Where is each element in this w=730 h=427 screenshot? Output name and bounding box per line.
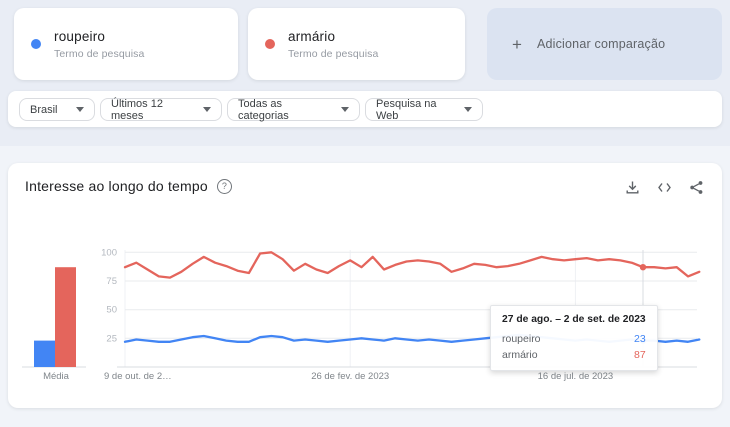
- svg-text:26 de fev. de 2023: 26 de fev. de 2023: [311, 371, 389, 382]
- share-icon[interactable]: [689, 180, 704, 195]
- term-type-label: Termo de pesquisa: [54, 47, 145, 60]
- tooltip-row-armario: armário 87: [502, 349, 646, 361]
- tooltip-series-value: 23: [633, 333, 646, 345]
- panel-title: Interesse ao longo do tempo: [25, 178, 208, 194]
- add-comparison-button[interactable]: + Adicionar comparação: [487, 8, 722, 80]
- series-color-dot-blue-icon: [31, 39, 41, 49]
- chevron-down-icon: [341, 107, 349, 112]
- filter-time-dropdown[interactable]: Últimos 12 meses: [100, 97, 222, 122]
- help-icon[interactable]: ?: [216, 178, 232, 194]
- term-label: roupeiro: [54, 28, 106, 44]
- tooltip-series-name: roupeiro: [502, 333, 541, 345]
- svg-text:16 de jul. de 2023: 16 de jul. de 2023: [538, 371, 614, 382]
- plus-icon: +: [512, 34, 522, 54]
- tooltip-row-roupeiro: roupeiro 23: [502, 333, 646, 345]
- chevron-down-icon: [76, 107, 84, 112]
- series-color-dot-red-icon: [265, 39, 275, 49]
- svg-text:50: 50: [106, 305, 117, 316]
- term-card-armario[interactable]: armário Termo de pesquisa: [248, 8, 465, 80]
- add-comparison-label: Adicionar comparação: [536, 37, 666, 51]
- chart-tooltip: 27 de ago. – 2 de set. de 2023 roupeiro …: [490, 305, 658, 371]
- filter-bar: Brasil Últimos 12 meses Todas as categor…: [8, 91, 722, 127]
- tooltip-series-name: armário: [502, 349, 538, 361]
- filter-search-type-label: Pesquisa na Web: [376, 97, 437, 122]
- chevron-down-icon: [203, 107, 211, 112]
- svg-text:25: 25: [106, 333, 117, 344]
- interest-over-time-panel: Interesse ao longo do tempo ? 25 50 75 100 M…: [8, 163, 722, 408]
- filter-geo-dropdown[interactable]: Brasil: [19, 98, 95, 121]
- embed-icon[interactable]: [657, 180, 672, 195]
- term-type-label: Termo de pesquisa: [288, 47, 379, 60]
- timeseries-chart[interactable]: 25 50 75 100 Média 9 de out. de 2… 26 de fev. …: [8, 163, 722, 408]
- tooltip-series-value: 87: [633, 349, 646, 361]
- svg-text:100: 100: [101, 247, 117, 258]
- filter-category-label: Todas as categorias: [238, 97, 289, 122]
- svg-text:Média: Média: [43, 371, 70, 382]
- filter-geo-label: Brasil: [30, 103, 58, 116]
- tooltip-date-range: 27 de ago. – 2 de set. de 2023: [502, 314, 646, 325]
- filter-category-dropdown[interactable]: Todas as categorias: [227, 97, 360, 122]
- term-card-roupeiro[interactable]: roupeiro Termo de pesquisa: [14, 8, 238, 80]
- download-icon[interactable]: [625, 180, 640, 195]
- chevron-down-icon: [464, 107, 472, 112]
- svg-text:75: 75: [106, 276, 117, 287]
- filter-search-type-dropdown[interactable]: Pesquisa na Web: [365, 97, 483, 122]
- filter-time-label: Últimos 12 meses: [111, 97, 163, 122]
- term-label: armário: [288, 28, 336, 44]
- svg-text:9 de out. de 2…: 9 de out. de 2…: [104, 371, 172, 382]
